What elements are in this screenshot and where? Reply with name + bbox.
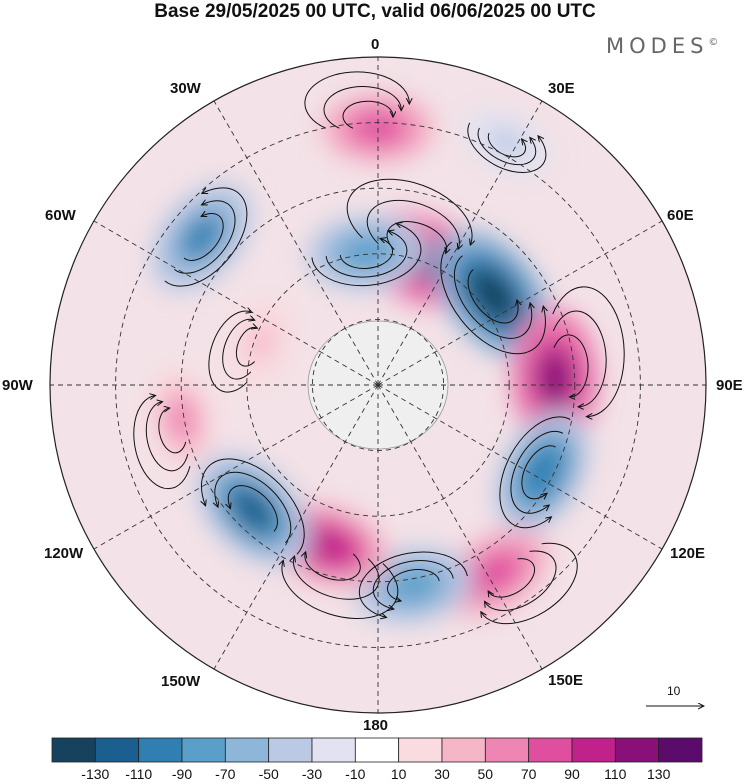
label-lon-90e: 90E — [716, 377, 743, 395]
label-lon-30e: 30E — [548, 80, 575, 98]
colorbar-swatch — [355, 738, 398, 762]
colorbar-tick-label: -130 — [81, 766, 109, 782]
colorbar-tick-label: 90 — [564, 766, 580, 782]
reference-vector-label: 10 — [667, 684, 680, 698]
colorbar-swatch — [485, 738, 528, 762]
label-lon-0: 0 — [371, 36, 379, 54]
label-lon-150e: 150E — [548, 672, 583, 690]
colorbar-tick-label: -50 — [259, 766, 279, 782]
label-lon-30w: 30W — [170, 80, 201, 98]
label-lon-90w: 90W — [2, 377, 33, 395]
colorbar-tick-label: -110 — [125, 766, 152, 782]
colorbar-tick-label: 70 — [521, 766, 537, 782]
colorbar-tick-label: 50 — [478, 766, 494, 782]
colorbar-tick-label: 130 — [647, 766, 670, 782]
label-lon-60w: 60W — [45, 207, 76, 225]
colorbar-tick-label: -70 — [215, 766, 235, 782]
colorbar-swatch — [529, 738, 572, 762]
colorbar-tick-labels: -130 -110 -90 -70 -50 -30 -10 10 30 50 70 90 110 130 — [52, 766, 702, 784]
colorbar-swatch — [52, 738, 95, 762]
colorbar-swatch — [572, 738, 615, 762]
colorbar — [52, 738, 702, 762]
colorbar-swatch — [659, 738, 702, 762]
label-lon-60e: 60E — [667, 207, 694, 225]
colorbar-tick-label: -90 — [172, 766, 192, 782]
label-lon-120w: 120W — [44, 545, 83, 563]
colorbar-swatch — [399, 738, 442, 762]
label-lon-180: 180 — [363, 717, 388, 735]
colorbar-swatch — [139, 738, 182, 762]
colorbar-swatch — [442, 738, 485, 762]
colorbar-tick-label: 110 — [604, 766, 626, 782]
label-lon-120e: 120E — [670, 545, 705, 563]
label-lon-150w: 150W — [161, 673, 200, 691]
colorbar-swatch — [269, 738, 312, 762]
colorbar-swatch — [312, 738, 355, 762]
colorbar-tick-label: -30 — [302, 766, 322, 782]
colorbar-swatch — [615, 738, 658, 762]
colorbar-tick-label: 10 — [391, 766, 407, 782]
colorbar-tick-label: 30 — [434, 766, 450, 782]
colorbar-swatch — [225, 738, 268, 762]
colorbar-swatch — [95, 738, 138, 762]
map-disc — [34, 41, 723, 730]
colorbar-tick-label: -10 — [345, 766, 365, 782]
colorbar-swatch — [182, 738, 225, 762]
